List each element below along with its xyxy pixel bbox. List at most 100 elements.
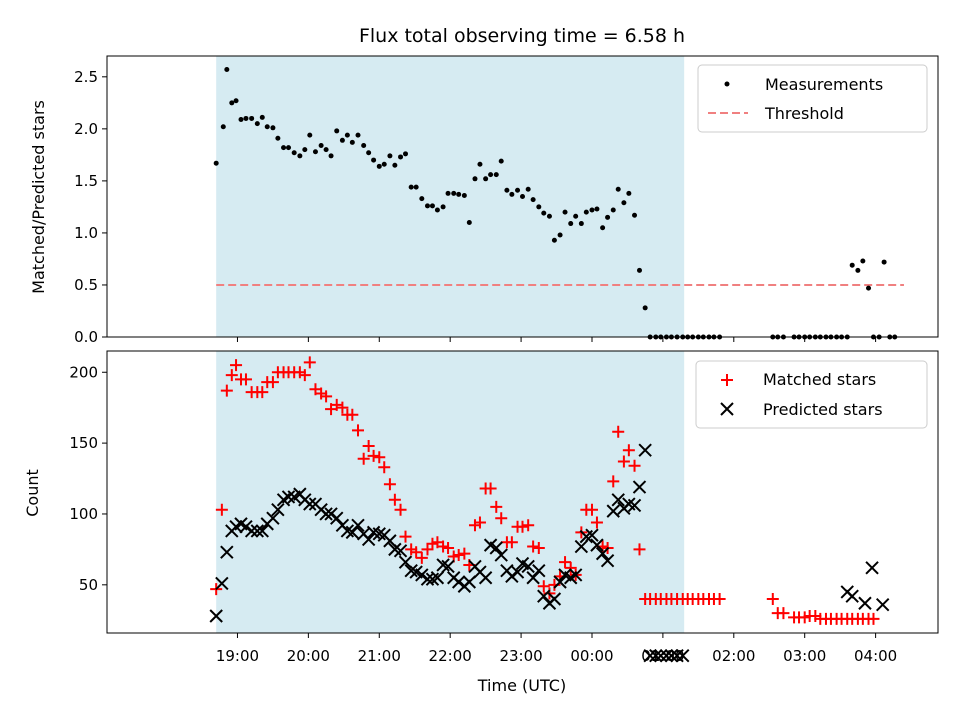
measurements-point — [578, 221, 584, 227]
measurements-point — [361, 143, 367, 149]
matched-stars-point — [590, 516, 603, 529]
x-tick-label: 02:00 — [712, 647, 755, 665]
matched-stars-point — [452, 549, 465, 562]
predicted-stars-point — [865, 561, 879, 575]
predicted-legend-marker — [720, 402, 734, 416]
measurements-point — [605, 214, 611, 220]
measurements-point — [392, 162, 398, 168]
matched-stars-point — [484, 482, 497, 495]
predicted-stars-point — [590, 538, 604, 552]
measurements-point — [520, 194, 525, 199]
predicted-stars-point — [351, 518, 365, 533]
predicted-stars-point — [451, 575, 466, 589]
measurements-point — [254, 121, 260, 127]
matched-stars-point — [564, 561, 577, 574]
measurements-point — [213, 160, 219, 166]
measurements-point — [589, 207, 595, 213]
measurements-point — [376, 163, 382, 169]
measurements-point — [610, 207, 616, 213]
measurements-point — [270, 125, 276, 131]
matched-stars-point — [320, 390, 333, 403]
observing-window-top — [216, 56, 685, 337]
counts-panel: 50 100 150 200 19:00 20:00 21:00 22:00 23:00 00:… — [23, 351, 939, 665]
measurements-point — [855, 267, 861, 273]
measurements-point — [573, 213, 579, 219]
counts-legend-box — [695, 360, 928, 429]
measurements-point — [286, 145, 292, 151]
matched-stars-point — [352, 424, 365, 437]
y-tick-label: 50 — [79, 576, 98, 594]
predicted-stars-point — [372, 527, 386, 541]
predicted-stars-point — [510, 565, 525, 579]
predicted-stars-point — [494, 548, 508, 562]
measurements-point — [594, 206, 600, 212]
predicted-stars-point — [319, 507, 333, 521]
x-tick-label: 21:00 — [358, 647, 401, 665]
predicted-stars-point — [654, 648, 668, 663]
ratio-legend-box — [697, 64, 928, 133]
counts-y-ticks: 50 100 150 200 — [69, 363, 107, 594]
measurements-point — [551, 237, 557, 243]
measurements-point — [434, 207, 440, 213]
matched-stars-point — [628, 459, 641, 472]
threshold-legend-label: Threshold — [764, 104, 844, 123]
measurements-point — [860, 258, 866, 264]
measurements-point — [626, 190, 632, 196]
measurements-point — [297, 153, 303, 159]
predicted-stars-point — [595, 546, 610, 561]
measurements-point — [275, 135, 281, 141]
predicted-stars-point — [649, 648, 663, 663]
measurements-point — [536, 204, 542, 210]
matched-stars-point — [266, 376, 279, 389]
y-tick-label: 1.0 — [74, 224, 98, 242]
measurements-point — [515, 187, 521, 193]
measurements-point — [312, 149, 318, 155]
predicted-stars-point — [441, 559, 455, 574]
matched-stars-point — [256, 386, 269, 399]
matched-stars-point — [505, 536, 518, 549]
predicted-stars-point — [361, 532, 376, 547]
matched-stars-point — [633, 543, 646, 556]
predicted-stars-point — [611, 493, 625, 507]
x-axis-label: Time (UTC) — [477, 676, 566, 695]
measurements-point — [541, 210, 547, 216]
predicted-stars-point — [255, 524, 269, 538]
predicted-stars-point — [532, 563, 546, 578]
matched-stars-point — [383, 478, 396, 491]
predicted-stars-point — [478, 571, 493, 585]
matched-stars-point — [410, 546, 423, 559]
matched-stars-point — [388, 493, 401, 506]
predicted-stars-point — [340, 524, 355, 538]
x-tick-label: 00:00 — [570, 647, 613, 665]
matched-stars-point — [442, 541, 455, 554]
counts-marks — [210, 356, 890, 663]
measurements-point — [259, 114, 265, 120]
matched-stars-point — [357, 452, 370, 465]
predicted-stars-point — [659, 648, 674, 663]
x-tick-label: 19:00 — [216, 647, 259, 665]
predicted-stars-point — [215, 576, 229, 591]
measurements-point — [366, 150, 372, 156]
matched-stars-point — [622, 444, 635, 457]
measurements-point — [642, 305, 648, 311]
matched-stars-point — [522, 519, 535, 532]
predicted-stars-point — [664, 648, 679, 663]
matched-stars-point — [303, 356, 316, 369]
predicted-stars-point — [858, 596, 872, 610]
measurements-point — [419, 196, 425, 202]
measurements-point — [328, 153, 334, 159]
measurements-point — [461, 192, 467, 198]
matched-stars-point — [298, 369, 311, 382]
measurements-point — [568, 221, 574, 227]
predicted-stars-point — [250, 524, 265, 538]
counts-x-ticks: 19:00 20:00 21:00 22:00 23:00 00:00 01:00 02:00… — [216, 633, 897, 665]
matched-legend-label: Matched stars — [763, 370, 876, 389]
counts-legend: Matched stars Predicted stars — [695, 360, 928, 429]
predicted-stars-point — [553, 575, 567, 589]
measurements-point — [557, 232, 563, 238]
ratio-panel: 0.0 0.5 1.0 1.5 2.0 2.5 Matched/Predicted sta… — [29, 55, 939, 346]
matched-stars-point — [458, 547, 471, 560]
x-tick-label: 04:00 — [854, 647, 897, 665]
predicted-stars-point — [875, 597, 890, 612]
measurements-point — [220, 124, 226, 130]
